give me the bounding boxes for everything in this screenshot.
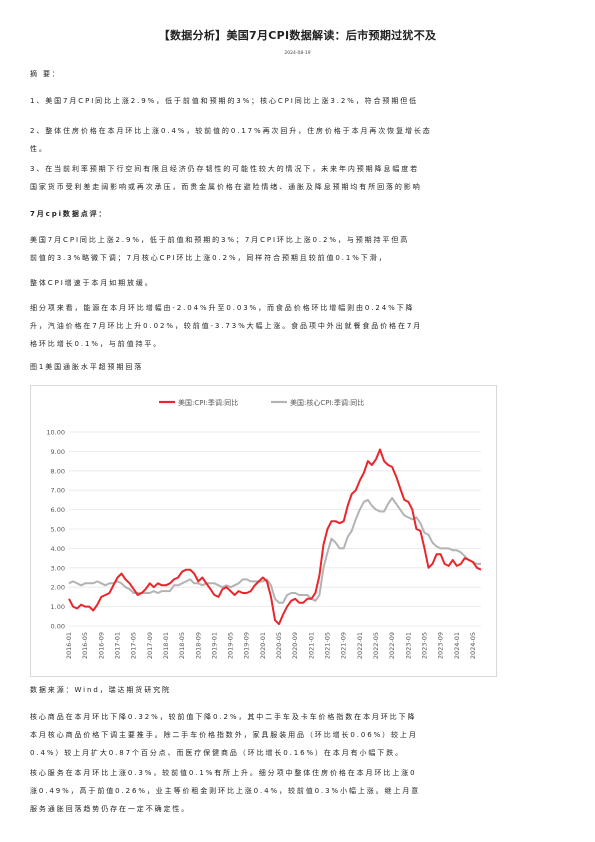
x-tick-label: 2020-01 [259,632,267,659]
x-tick-label: 2019-05 [227,632,235,659]
y-tick-label: 9.00 [51,448,65,456]
x-tick-label: 2024-05 [469,632,477,659]
x-tick-label: 2022-05 [372,632,380,659]
after-paragraph-2-line-2: 涨0.49%，高于前值0.26%，业主等价租金则环比上涨0.4%，较前值0.3%… [30,787,421,795]
after-paragraph-1-line-3: 0.4%）较上月扩大0.87个百分点、而医疗保健商品（环比增长0.16%）在本月… [30,749,405,757]
y-tick-label: 2.00 [51,584,65,592]
legend-label: 美国:CPI:季调:同比 [178,398,238,407]
summary-point-2: 2、整体住房价格在本月环比上涨0.4%，较前值的0.17%再次回升，住房价格于本… [30,122,570,158]
chart-series [68,448,482,626]
review-paragraph-3: 细分项来看，能源在本月环比增幅由-2.04%升至0.03%，而食品价格环比增幅则… [30,299,570,353]
review-paragraph-3-line-2: 升，汽油价格在7月环比上升0.02%，较前值-3.73%大幅上涨。食品项中外出就… [30,322,423,330]
review-heading: 7月cpi数据点评： [30,210,108,218]
chart-canvas: 0.00 1.00 2.00 3.00 4.00 5.00 6.00 7.00 8.00 9.00… [46,398,482,659]
figure-source: 数据来源：Wind，瑞达期货研究院 [30,686,171,694]
x-tick-label: 2021-01 [307,632,315,659]
x-tick-label: 2018-09 [194,632,202,659]
chart-legend: 美国:CPI:季调:同比 美国:核心CPI:季调:同比 [159,398,364,407]
after-paragraph-2-line-1: 核心服务在本月环比上涨0.3%，较前值0.1%有所上升。细分项中整体住房价格在本… [30,769,417,777]
summary-point-3-line-1: 3、在当前利率预期下行空间有限且经济仍存韧性的可能性较大的情况下，未来年内预期降… [30,165,420,173]
x-tick-label: 2016-01 [65,632,73,659]
summary-point-3-line-2: 国家货币受利差走阔影响或再次承压，而贵金属价格在避险情绪、通胀及降息预期均有所回… [30,183,422,191]
series-line-cpi [68,448,482,626]
chart-x-axis: 2016-01 2016-05 2016-09 2017-01 2017-05 2017-… [65,632,477,659]
x-tick-label: 2022-01 [356,632,364,659]
y-tick-label: 5.00 [51,526,65,534]
legend-label: 美国:核心CPI:季调:同比 [290,398,364,407]
x-tick-label: 2019-09 [243,632,251,659]
chart-gridlines [69,431,481,627]
x-tick-label: 2017-05 [130,632,138,659]
x-tick-label: 2016-05 [81,632,89,659]
summary-heading: 摘 要： [30,70,61,78]
x-tick-label: 2017-09 [146,632,154,659]
y-tick-label: 4.00 [51,545,65,553]
review-paragraph-1-line-2: 前值的3.3%略微下调；7月核心CPI环比上涨0.2%，同样符合预期且较前值0.… [30,254,388,262]
x-tick-label: 2023-01 [404,632,412,659]
summary-point-2-line-1: 2、整体住房价格在本月环比上涨0.4%，较前值的0.17%再次回升，住房价格于本… [30,127,432,135]
y-tick-label: 0.00 [51,623,65,631]
after-paragraph-2: 核心服务在本月环比上涨0.3%，较前值0.1%有所上升。细分项中整体住房价格在本… [30,764,570,818]
x-tick-label: 2022-09 [388,632,396,659]
series-line-core-cpi [68,497,481,604]
review-paragraph-3-line-3: 格环比增长0.1%，与前值持平。 [30,340,163,348]
x-tick-label: 2016-09 [97,632,105,659]
figure-caption: 图1美国通胀水平超预期回落 [30,363,144,371]
review-paragraph-1: 美国7月CPI同比上涨2.9%，低于前值和预期的3%；7月CPI环比上涨0.2%… [30,231,570,267]
after-paragraph-2-line-3: 服务通胀回落趋势仍存在一定不确定性。 [30,805,191,813]
x-tick-label: 2020-09 [291,632,299,659]
x-tick-label: 2023-05 [420,632,428,659]
summary-point-1: 1、美国7月CPI同比上涨2.9%，低于前值和预期的3%；核心CPI同比上涨3.… [30,97,419,105]
y-tick-label: 8.00 [51,467,65,475]
y-tick-label: 3.00 [51,564,65,572]
x-tick-label: 2024-01 [453,632,461,659]
after-paragraph-1-line-1: 核心商品在本月环比下降0.32%，较前值下降0.2%，其中二手车及卡车价格指数在… [30,713,417,721]
document-title: 【数据分析】美国7月CPI数据解读：后市预期过犹不及 [158,29,437,42]
x-tick-label: 2021-09 [340,632,348,659]
x-tick-label: 2020-05 [275,632,283,659]
review-paragraph-1-line-1: 美国7月CPI同比上涨2.9%，低于前值和预期的3%；7月CPI环比上涨0.2%… [30,236,410,244]
cpi-line-chart: 0.00 1.00 2.00 3.00 4.00 5.00 6.00 7.00 8.00 9.00… [30,385,497,677]
x-tick-label: 2018-05 [178,632,186,659]
summary-point-3: 3、在当前利率预期下行空间有限且经济仍存韧性的可能性较大的情况下，未来年内预期降… [30,160,570,196]
document-date: 2024-08-19 [284,51,311,56]
review-paragraph-3-line-1: 细分项来看，能源在本月环比增幅由-2.04%升至0.03%，而食品价格环比增幅则… [30,304,415,312]
x-tick-label: 2018-01 [162,632,170,659]
x-tick-label: 2023-09 [437,632,445,659]
after-paragraph-1: 核心商品在本月环比下降0.32%，较前值下降0.2%，其中二手车及卡车价格指数在… [30,708,570,762]
x-tick-label: 2019-01 [210,632,218,659]
chart-y-axis: 0.00 1.00 2.00 3.00 4.00 5.00 6.00 7.00 8.00 9.00… [46,429,65,631]
x-tick-label: 2021-05 [324,632,332,659]
y-tick-label: 1.00 [51,603,65,611]
y-tick-label: 6.00 [51,506,65,514]
summary-point-2-line-2: 性。 [30,145,48,153]
y-tick-label: 7.00 [51,487,65,495]
x-tick-label: 2017-01 [113,632,121,659]
review-paragraph-2: 整体CPI增速于本月如期放缓。 [30,279,154,287]
after-paragraph-1-line-2: 本月核心商品价格下调主要推手。除二手车价格指数外，家具服装用品（环比增长0.06… [30,731,418,739]
y-tick-label: 10.00 [46,429,65,437]
